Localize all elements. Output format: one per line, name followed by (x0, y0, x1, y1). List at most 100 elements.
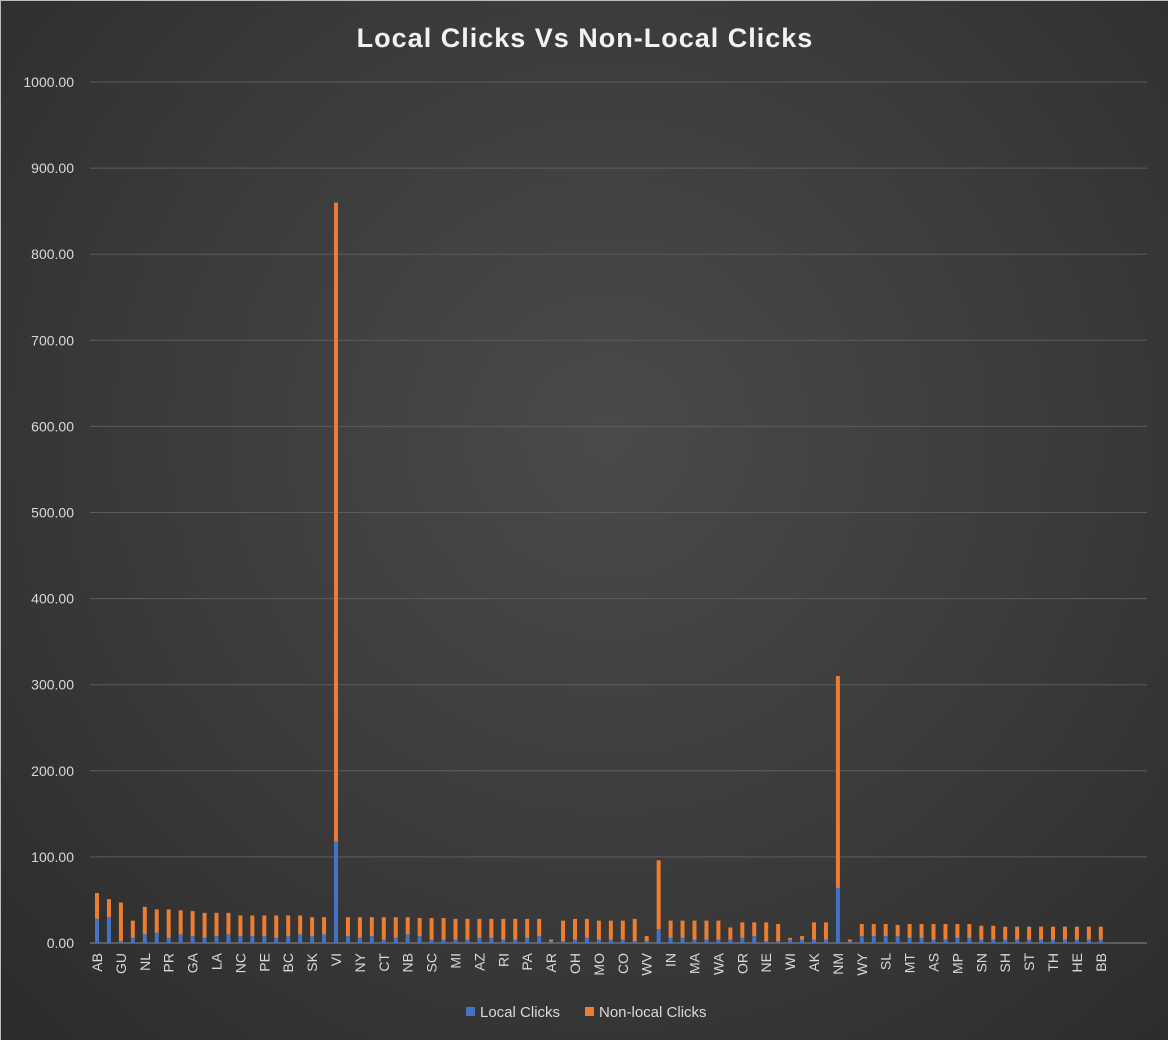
x-tick-label: AK (806, 952, 822, 971)
x-tick-label: OR (734, 953, 750, 974)
bar-local-clicks (154, 932, 159, 943)
bar-non-local-clicks (286, 915, 291, 937)
bar-local-clicks (525, 937, 530, 943)
x-tick-label: MA (687, 952, 703, 974)
bar-local-clicks (1003, 939, 1008, 943)
bar-local-clicks (1015, 939, 1020, 943)
bar-local-clicks (501, 939, 506, 943)
y-tick-label: 200.00 (31, 763, 74, 779)
bar-local-clicks (620, 939, 625, 943)
bar-local-clicks (871, 936, 876, 943)
bar-local-clicks (991, 939, 996, 943)
bar-local-clicks (95, 918, 99, 943)
bar-non-local-clicks (489, 918, 494, 938)
bar-local-clicks (788, 939, 793, 943)
x-tick-label: ST (1021, 953, 1037, 971)
x-tick-label: HE (1069, 953, 1085, 972)
x-tick-label: SK (304, 952, 320, 971)
bar-non-local-clicks (943, 924, 948, 940)
x-tick-label: AZ (471, 953, 487, 971)
bar-non-local-clicks (692, 920, 697, 940)
bar-non-local-clicks (405, 917, 410, 935)
bar-local-clicks (967, 937, 972, 943)
bar-non-local-clicks (812, 922, 816, 940)
bar-non-local-clicks (608, 920, 613, 940)
y-tick-label: 800.00 (31, 246, 74, 262)
bar-local-clicks (214, 936, 219, 943)
bar-local-clicks (489, 937, 494, 943)
bar-non-local-clicks (740, 922, 745, 938)
bar-local-clicks (190, 936, 195, 943)
bar-local-clicks (668, 937, 673, 943)
bar-local-clicks (453, 939, 458, 943)
x-tick-label: NL (137, 953, 153, 971)
bar-local-clicks (656, 929, 661, 943)
x-tick-label: WV (639, 952, 655, 975)
bar-local-clicks (441, 939, 446, 943)
bar-non-local-clicks (1039, 926, 1044, 940)
bar-local-clicks (286, 936, 291, 943)
chart-title: Local Clicks Vs Non-Local Clicks (357, 23, 814, 53)
x-tick-label: CT (376, 953, 392, 972)
bar-non-local-clicks (1062, 926, 1067, 940)
bar-non-local-clicks (226, 912, 231, 935)
bar-local-clicks (298, 934, 303, 943)
bar-local-clicks (130, 937, 135, 943)
bar-local-clicks (728, 939, 733, 943)
x-tick-label: GA (185, 952, 201, 973)
legend: Local Clicks Non-local Clicks (466, 1004, 707, 1021)
y-tick-label: 700.00 (31, 332, 74, 348)
bar-local-clicks (812, 939, 816, 943)
bar-non-local-clicks (835, 676, 840, 888)
bar-non-local-clicks (465, 918, 470, 940)
x-tick-label: MP (949, 953, 965, 974)
bar-non-local-clicks (1051, 926, 1055, 940)
x-tick-label: BC (280, 953, 296, 972)
x-tick-label: GU (113, 953, 129, 974)
bar-local-clicks (226, 934, 231, 943)
bar-local-clicks (345, 936, 350, 943)
legend-swatch-non-local-clicks (585, 1007, 594, 1016)
bar-non-local-clicks (716, 920, 721, 940)
bar-non-local-clicks (668, 920, 673, 938)
bar-local-clicks (907, 937, 912, 943)
bar-non-local-clicks (644, 936, 649, 942)
bar-local-clicks (752, 936, 757, 943)
x-tick-label: WY (854, 952, 870, 975)
bar-non-local-clicks (262, 915, 267, 937)
bar-non-local-clicks (298, 915, 303, 935)
bar-local-clicks (716, 939, 721, 943)
bar-local-clicks (1027, 939, 1032, 943)
y-tick-label: 500.00 (31, 505, 74, 521)
bar-local-clicks (1098, 939, 1103, 943)
bar-local-clicks (859, 936, 864, 943)
grid-layer (90, 81, 1147, 944)
bar-non-local-clicks (776, 924, 781, 942)
bar-local-clicks (644, 941, 649, 943)
bar-non-local-clicks (130, 920, 135, 938)
bar-non-local-clicks (584, 918, 589, 938)
bar-non-local-clicks (907, 924, 912, 938)
x-tick-label: SH (997, 953, 1013, 972)
bar-local-clicks (465, 939, 470, 943)
bar-local-clicks (417, 936, 422, 943)
y-tick-label: 900.00 (31, 160, 74, 176)
legend-label-non-local-clicks: Non-local Clicks (599, 1004, 707, 1021)
bar-local-clicks (202, 937, 207, 943)
bar-non-local-clicks (250, 915, 255, 937)
bar-local-clicks (334, 841, 338, 943)
x-tick-label: SL (878, 953, 894, 970)
bar-local-clicks (883, 936, 888, 943)
bar-non-local-clicks (979, 925, 984, 940)
bar-non-local-clicks (788, 937, 793, 940)
bar-local-clicks (764, 941, 769, 943)
bar-non-local-clicks (680, 920, 685, 938)
bar-non-local-clicks (871, 924, 876, 937)
bar-non-local-clicks (381, 917, 386, 940)
bar-non-local-clicks (919, 924, 924, 938)
y-tick-label: 100.00 (31, 849, 74, 865)
bar-non-local-clicks (334, 202, 338, 842)
bar-non-local-clicks (859, 924, 864, 937)
x-tick-label: NB (400, 953, 416, 972)
